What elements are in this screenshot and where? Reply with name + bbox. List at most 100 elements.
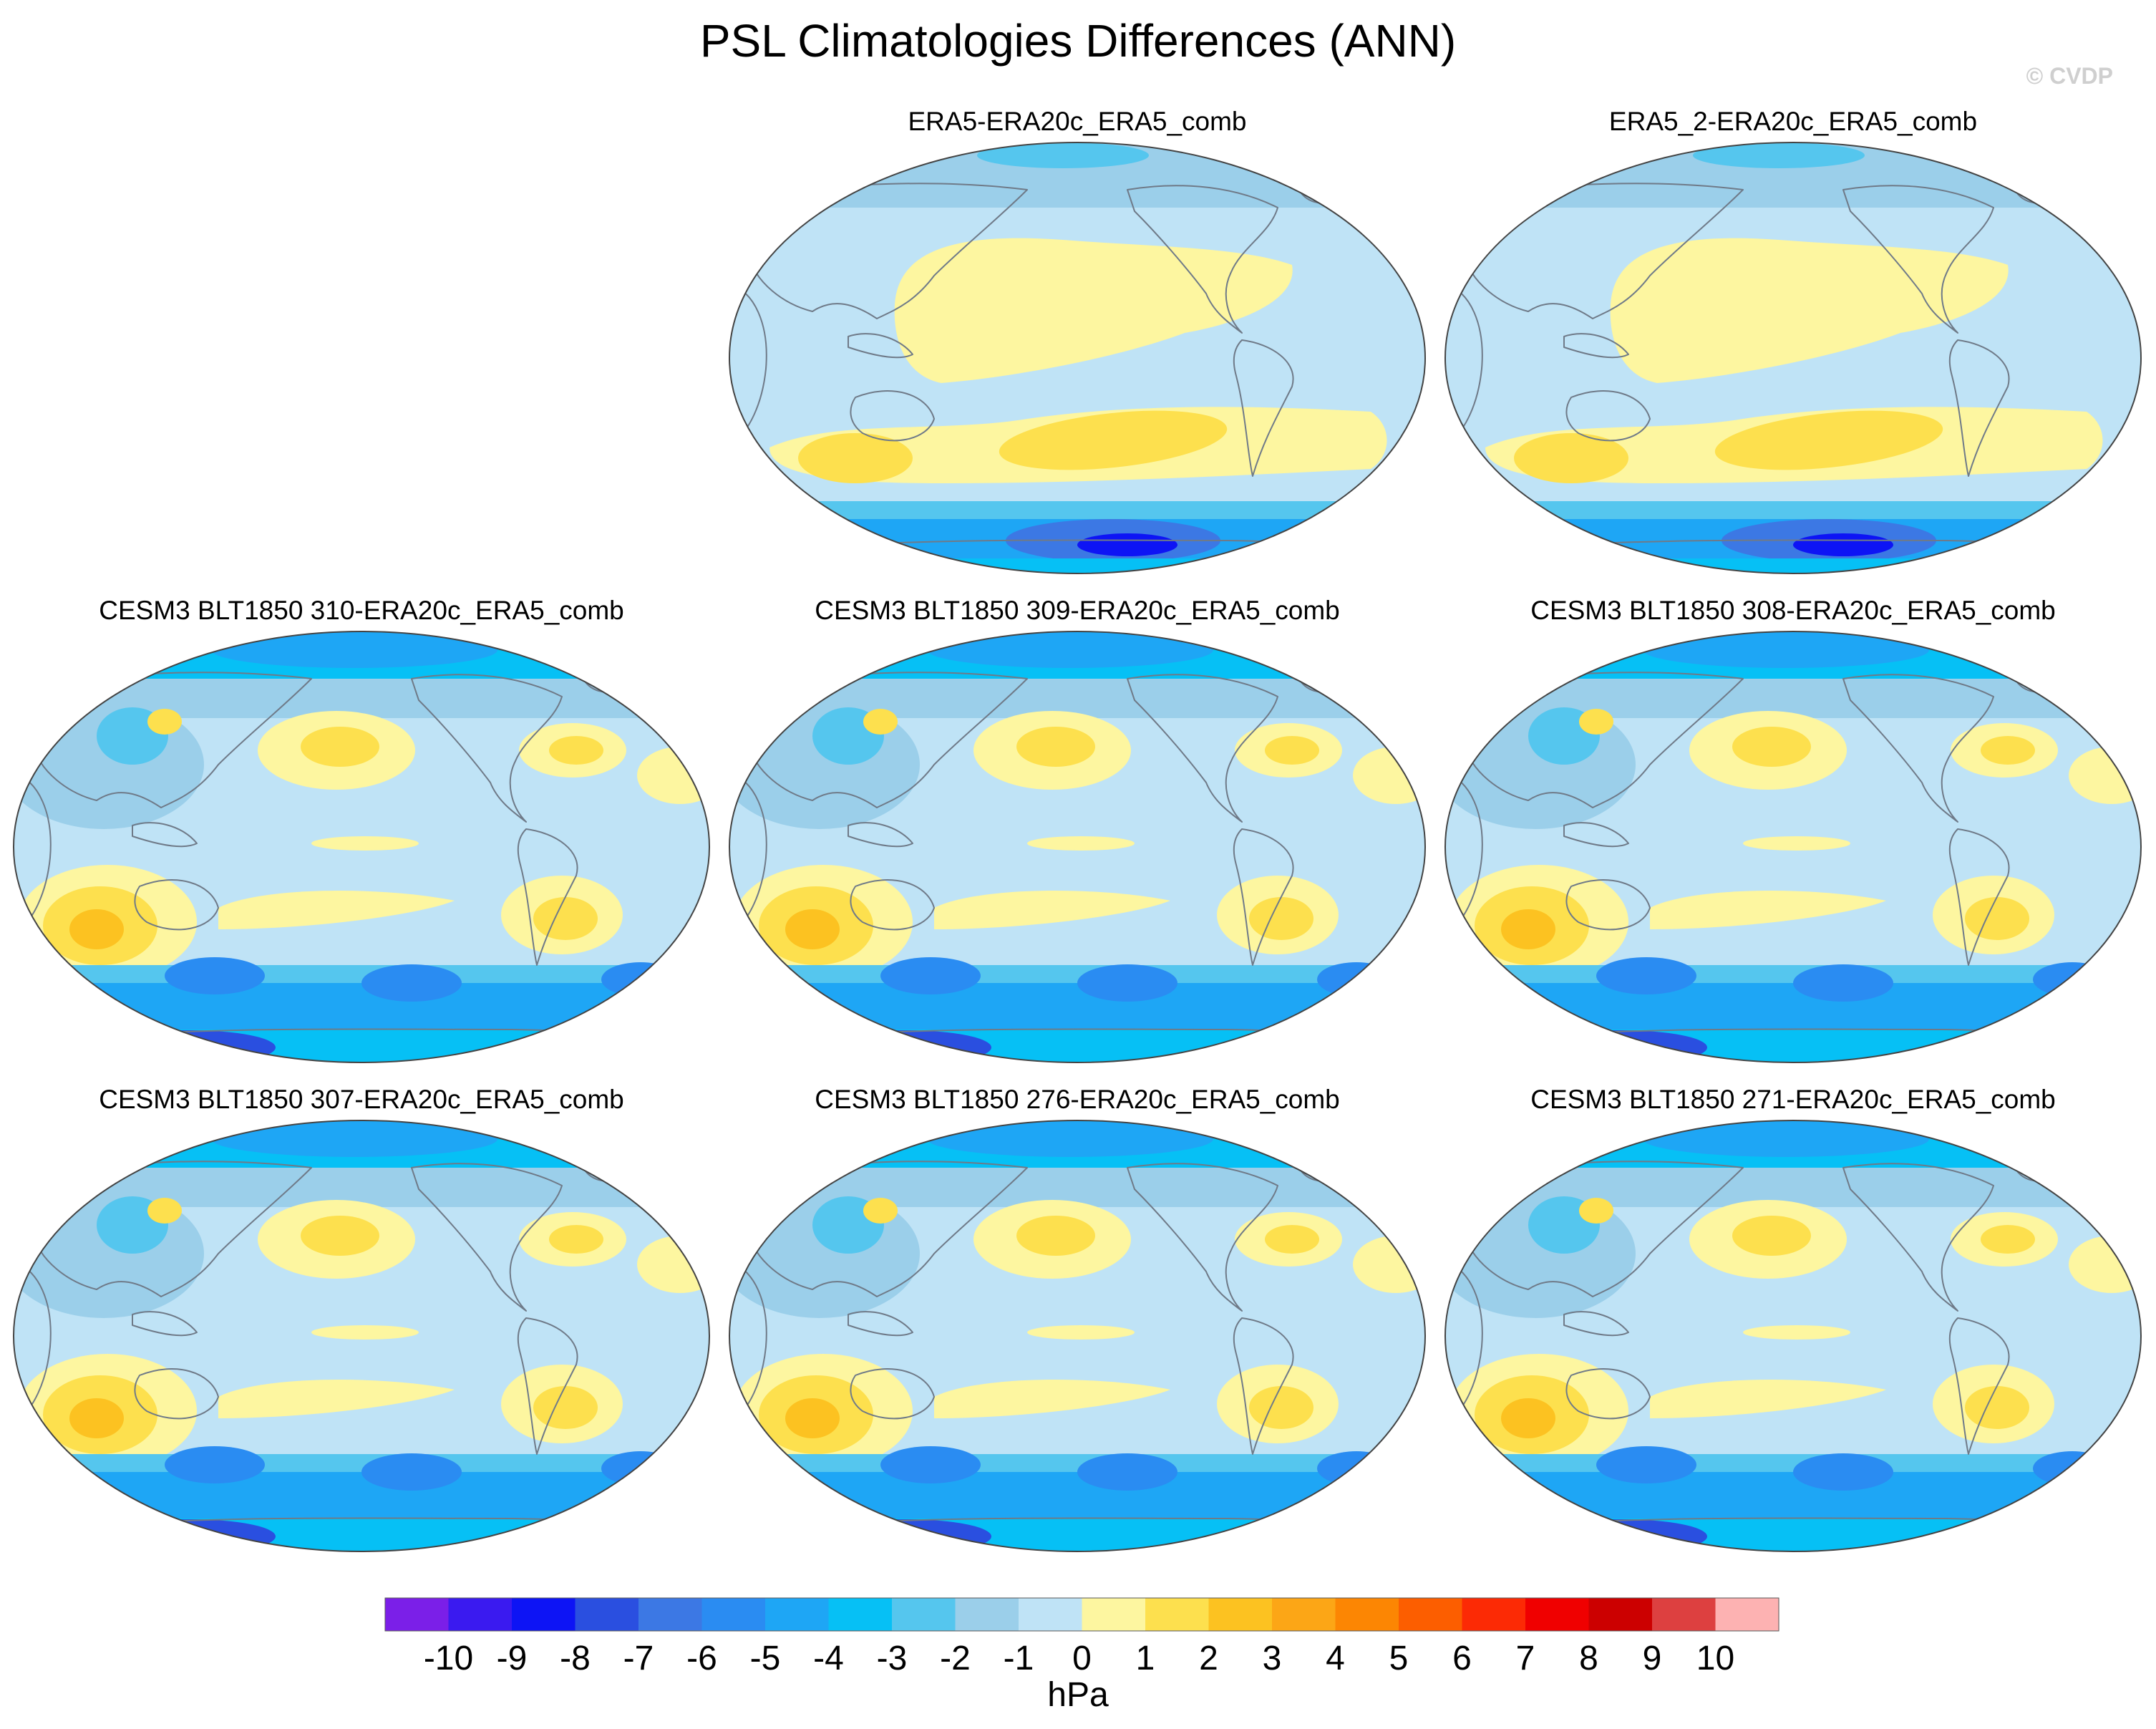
colorbar-tick-label: 7: [1516, 1640, 1535, 1677]
map-outline: [13, 631, 710, 1063]
colorbar-swatch-7: [828, 1598, 892, 1631]
australia-coast: [1565, 1368, 1651, 1420]
north-america-coast: [411, 1163, 563, 1312]
colorbar-tick-label: -8: [560, 1640, 591, 1677]
southern-ocean-low-1: [880, 957, 981, 994]
maritime-continent-coast: [848, 1311, 913, 1337]
colorbar-units: hPa: [1047, 1676, 1109, 1714]
southern-core-2: [1714, 410, 1943, 470]
south-indian-max: [69, 909, 124, 949]
arctic-low: [1643, 1121, 1929, 1157]
eurasia-coast: [1463, 1161, 1744, 1297]
colorbar-tick-label: -9: [497, 1640, 528, 1677]
colorbar-tick-label: -3: [877, 1640, 908, 1677]
map-panel-309: [729, 631, 1426, 1063]
colorbar-swatch-8: [892, 1598, 956, 1631]
southern-core-2: [999, 410, 1228, 470]
africa-coast: [1445, 771, 1483, 930]
panel-title-309: CESM3 BLT1850 309-ERA20c_ERA5_comb: [815, 596, 1340, 625]
map-panel-308: [1444, 631, 2142, 1063]
southern-core-1: [798, 433, 913, 483]
australia-coast: [850, 879, 935, 931]
southern-ocean-core: [1793, 533, 1893, 556]
colorbar-swatch-0: [385, 1598, 449, 1631]
south-indian-max: [785, 1398, 840, 1438]
maritime-continent-coast: [1563, 333, 1629, 359]
colorbar-swatch-18: [1525, 1598, 1589, 1631]
pacific-high-core: [1707, 260, 1922, 342]
panel-title-era5: ERA5-ERA20c_ERA5_comb: [908, 107, 1247, 136]
colorbar-swatch-17: [1462, 1598, 1525, 1631]
australia-coast: [134, 879, 219, 931]
colorbar-tick-label: -6: [686, 1640, 717, 1677]
north-pacific-core: [1016, 727, 1095, 767]
africa-coast: [14, 1260, 52, 1419]
colorbar-swatch-11: [1082, 1598, 1145, 1631]
south-pacific-high: [218, 1380, 455, 1418]
southern-ocean-low-1: [1596, 957, 1696, 994]
eurasia-coast: [747, 672, 1028, 808]
africa-coast: [729, 282, 767, 441]
australia-coast: [850, 1368, 935, 1420]
tibet-pos: [863, 709, 898, 735]
tibet-pos: [1579, 1198, 1613, 1224]
colorbar-tick-label: -4: [813, 1640, 844, 1677]
colorbar-swatch-15: [1335, 1598, 1399, 1631]
south-america-coast: [1233, 828, 1294, 966]
north-pacific-core: [1732, 1216, 1811, 1256]
south-pacific-high: [1650, 1380, 1886, 1418]
colorbar-tick-label: 10: [1696, 1640, 1734, 1677]
southern-ocean-low-2: [1077, 1453, 1177, 1491]
eurasia-coast: [747, 183, 1028, 319]
colorbar-swatch-12: [1145, 1598, 1209, 1631]
tropical-strip: [1743, 836, 1850, 851]
maritime-continent-coast: [132, 1311, 198, 1337]
africa-coast: [1445, 282, 1483, 441]
north-atlantic-core: [549, 736, 603, 765]
tropical-strip: [1743, 1325, 1850, 1340]
north-pacific-core: [1732, 727, 1811, 767]
colorbar-tick-label: 9: [1643, 1640, 1662, 1677]
colorbar-swatch-14: [1272, 1598, 1336, 1631]
colorbar-tick-label: 4: [1326, 1640, 1345, 1677]
colorbar-tick-label: -2: [940, 1640, 971, 1677]
colorbar-swatch-20: [1652, 1598, 1716, 1631]
map-panel-271: [1444, 1120, 2142, 1552]
eurasia-coast: [31, 672, 312, 808]
north-atlantic-core: [1265, 736, 1319, 765]
arctic-low: [1693, 142, 1865, 168]
southern-ocean-low-1: [165, 1446, 265, 1483]
north-america-coast: [1127, 674, 1278, 823]
colorbar-swatch-9: [955, 1598, 1019, 1631]
colorbar-tick-label: -5: [750, 1640, 781, 1677]
southern-ocean-core: [1077, 533, 1177, 556]
colorbar-tick-label: 1: [1136, 1640, 1155, 1677]
maritime-continent-coast: [132, 822, 198, 848]
north-pacific-core: [301, 727, 379, 767]
australia-coast: [1565, 390, 1651, 442]
maritime-continent-coast: [848, 822, 913, 848]
colorbar-swatch-16: [1399, 1598, 1462, 1631]
panel-title-era5-2: ERA5_2-ERA20c_ERA5_comb: [1608, 107, 1978, 136]
tropical-strip: [311, 1325, 419, 1340]
map-outline: [1444, 1120, 2142, 1552]
colorbar-tick-label: -10: [424, 1640, 473, 1677]
colorbar-tick-label: 2: [1199, 1640, 1218, 1677]
tibet-pos: [1579, 709, 1613, 735]
arctic-low: [927, 1121, 1213, 1157]
panel-title-276: CESM3 BLT1850 276-ERA20c_ERA5_comb: [815, 1085, 1340, 1114]
colorbar-swatch-13: [1208, 1598, 1272, 1631]
south-pacific-high: [1650, 891, 1886, 929]
cvdp-watermark: © CVDP: [2026, 63, 2113, 89]
colorbar-frame: [384, 1597, 1779, 1632]
australia-coast: [1565, 879, 1651, 931]
map-panel-310: [13, 631, 710, 1063]
panel-title-307: CESM3 BLT1850 307-ERA20c_ERA5_comb: [99, 1085, 624, 1114]
southern-ocean-low-2: [1793, 964, 1893, 1002]
southern-ocean-low-2: [361, 964, 462, 1002]
maritime-continent-coast: [848, 333, 913, 359]
figure-title: PSL Climatologies Differences (ANN): [699, 15, 1457, 67]
colorbar-swatch-6: [765, 1598, 829, 1631]
south-america-coast: [517, 828, 578, 966]
